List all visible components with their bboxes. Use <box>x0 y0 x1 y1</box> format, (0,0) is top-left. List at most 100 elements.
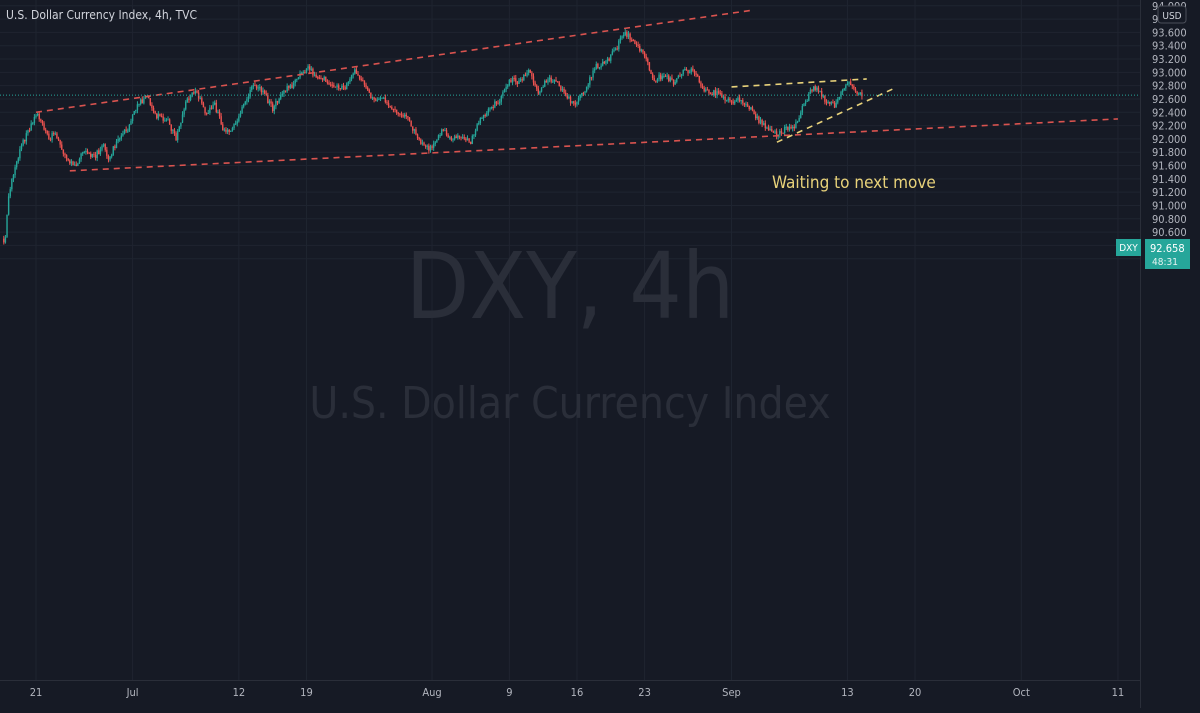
candle-body <box>296 79 298 81</box>
candle-body <box>843 88 845 91</box>
candle-body <box>822 95 824 97</box>
candle-body <box>677 75 680 79</box>
candle-body <box>700 82 702 87</box>
candle-body <box>582 92 585 94</box>
candle-body <box>708 89 710 94</box>
candle-body <box>403 114 406 117</box>
candle-body <box>173 129 176 134</box>
candle-body <box>41 120 44 124</box>
candle-body <box>352 73 354 76</box>
candle-body <box>787 126 789 130</box>
candle-body <box>713 90 715 96</box>
candle-body <box>606 58 609 61</box>
candle-body <box>819 91 821 93</box>
price-tick-label: 91.000 <box>1152 199 1187 212</box>
trendline-lower-channel[interactable] <box>69 118 1118 172</box>
price-tick-label: 92.800 <box>1152 80 1187 93</box>
candle-body <box>156 113 158 119</box>
candle-body <box>808 93 810 101</box>
candle-body <box>112 146 114 155</box>
annotation-text[interactable]: Waiting to next move <box>772 173 936 193</box>
candle-body <box>619 37 622 41</box>
candle-body <box>117 138 119 142</box>
candle-body <box>510 79 512 83</box>
candle-body <box>447 134 449 138</box>
candle-body <box>697 74 699 77</box>
trendline-wedge-top[interactable] <box>731 78 867 88</box>
candle-body <box>310 68 313 70</box>
trendlines[interactable] <box>35 9 1118 172</box>
candle-body <box>730 100 733 102</box>
candle-body <box>69 160 71 164</box>
candle-body <box>143 98 145 104</box>
price-tick-label: 90.800 <box>1152 213 1187 226</box>
candle-body <box>639 45 641 51</box>
candle-body <box>233 124 235 129</box>
candle-body <box>204 107 206 114</box>
candle-body <box>73 164 76 166</box>
price-label-countdown: 48:31 <box>1152 257 1178 268</box>
candle-body <box>714 90 717 95</box>
candle-body <box>801 105 804 113</box>
candle-body <box>566 95 568 99</box>
candle-body <box>550 77 552 82</box>
candle-body <box>210 107 213 109</box>
candle-body <box>816 87 818 90</box>
price-tick-label: 91.400 <box>1152 173 1187 186</box>
candle-body <box>115 141 118 149</box>
candle-body <box>518 80 520 85</box>
candle-body <box>157 114 160 119</box>
candle-body <box>305 68 308 73</box>
candle-body <box>534 82 536 86</box>
candle-body <box>196 91 198 93</box>
candle-body <box>379 98 382 100</box>
candle-body <box>445 130 448 135</box>
candle-body <box>782 132 784 134</box>
candle-body <box>286 86 288 92</box>
candle-body <box>181 114 184 123</box>
currency-badge[interactable]: USD <box>1157 5 1187 24</box>
candle-body <box>275 100 277 107</box>
candle-body <box>262 90 264 93</box>
candle-body <box>212 104 214 109</box>
candle-body <box>835 102 837 108</box>
candle-body <box>168 119 171 125</box>
candle-body <box>498 101 501 104</box>
candle-body <box>259 87 261 89</box>
candle-body <box>133 110 135 115</box>
candle-body <box>217 111 219 113</box>
candle-body <box>244 101 246 105</box>
candle-body <box>27 130 29 134</box>
candle-body <box>479 118 482 124</box>
candlestick-series <box>3 28 863 245</box>
candle-body <box>759 120 762 123</box>
candle-body <box>833 102 836 108</box>
candle-body <box>709 93 712 95</box>
candle-body <box>138 104 140 106</box>
price-label-value: 92.658 <box>1150 242 1185 255</box>
candle-body <box>727 98 729 101</box>
candle-body <box>858 93 860 95</box>
candle-body <box>56 133 58 139</box>
candle-body <box>378 99 380 101</box>
candle-body <box>136 104 139 110</box>
candle-body <box>284 90 287 92</box>
candle-body <box>104 144 106 150</box>
candle-body <box>383 97 385 99</box>
candle-body <box>205 113 208 115</box>
candle-body <box>131 114 134 122</box>
candle-body <box>482 114 485 118</box>
candle-body <box>595 64 597 70</box>
candle-body <box>608 58 610 61</box>
candle-body <box>323 76 325 80</box>
candle-body <box>185 101 187 110</box>
candle-body <box>584 91 586 93</box>
time-axis[interactable]: 21 Jul 12 19 Aug 9 16 23 Sep 13 20 Oct 11 <box>0 680 1140 700</box>
candle-body <box>837 99 839 103</box>
candle-body <box>695 73 697 75</box>
candle-body <box>51 133 53 140</box>
candle-body <box>569 96 572 103</box>
candle-body <box>492 106 494 108</box>
candle-body <box>600 65 602 68</box>
